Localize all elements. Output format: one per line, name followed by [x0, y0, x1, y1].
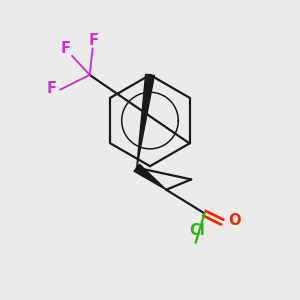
- Text: F: F: [88, 33, 98, 48]
- Text: F: F: [47, 81, 57, 96]
- Polygon shape: [134, 164, 166, 190]
- Text: Cl: Cl: [189, 223, 205, 238]
- Polygon shape: [137, 74, 154, 168]
- Text: O: O: [229, 213, 241, 228]
- Text: F: F: [61, 41, 70, 56]
